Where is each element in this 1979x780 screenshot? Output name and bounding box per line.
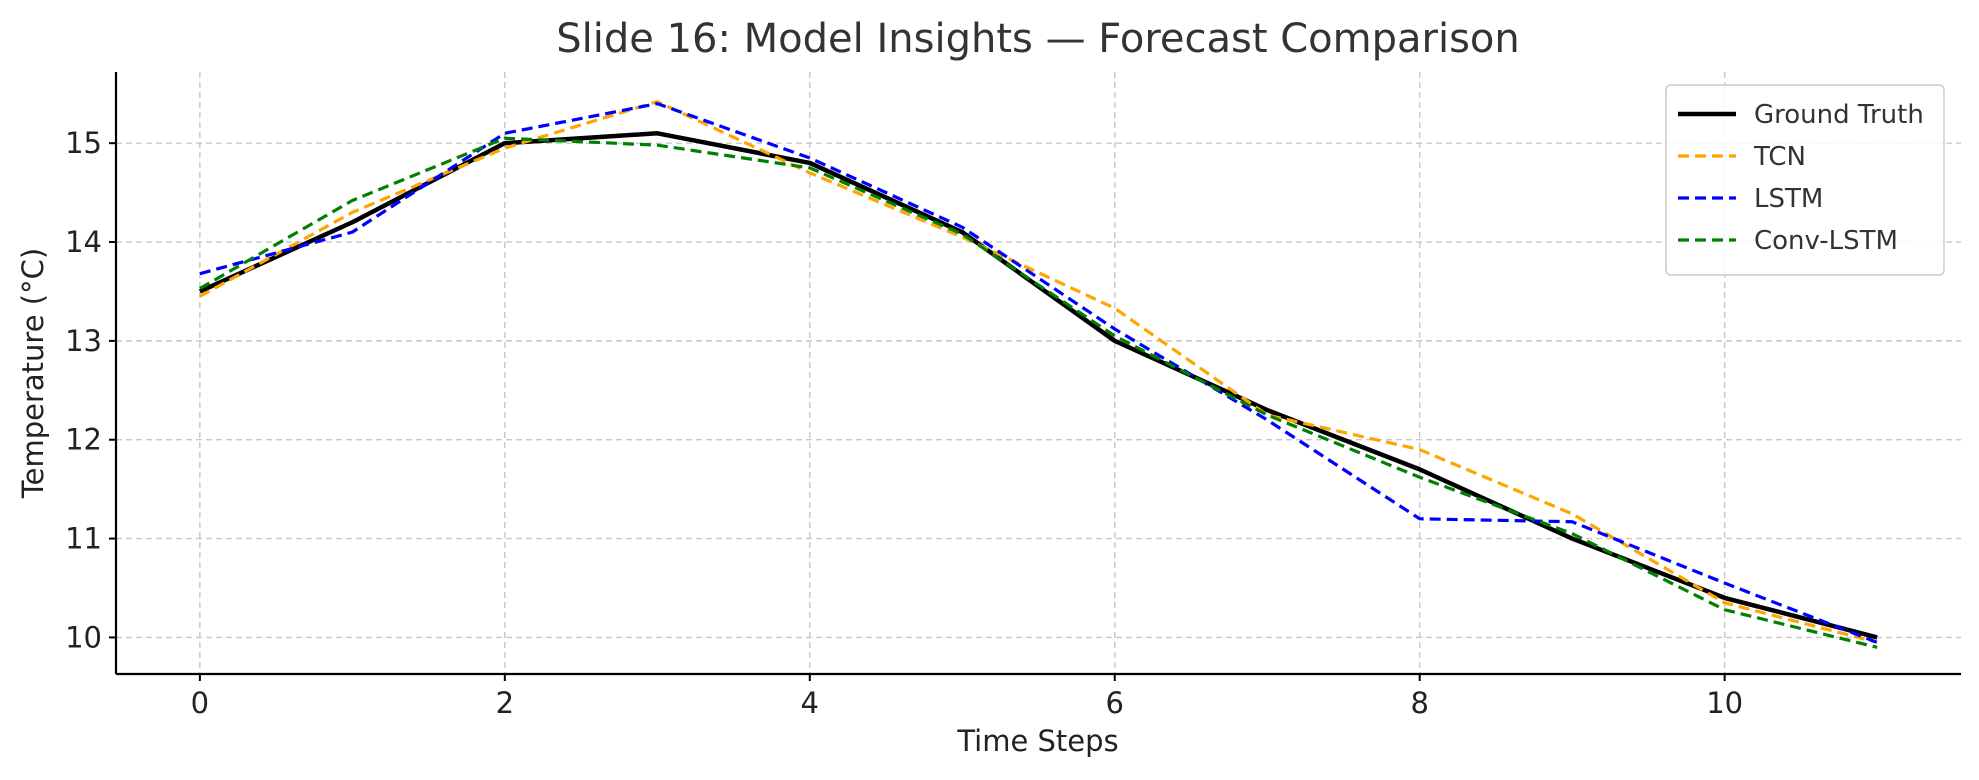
- y-tick-label: 10: [65, 620, 102, 654]
- x-tick-label: 6: [1106, 686, 1124, 720]
- legend-label-tcn: TCN: [1753, 142, 1806, 172]
- series-lines: [198, 100, 1878, 649]
- legend-label-ground-truth: Ground Truth: [1754, 100, 1924, 130]
- series-line-tcn: [199, 100, 1878, 644]
- y-tick-label: 13: [65, 324, 102, 358]
- x-tick-label: 4: [801, 686, 819, 720]
- axes: [114, 72, 1961, 676]
- y-tick-label: 12: [65, 423, 102, 457]
- series-line-conv-lstm: [199, 136, 1878, 649]
- legend-box: [1665, 84, 1945, 276]
- y-tick-label: 11: [65, 522, 102, 556]
- x-tick-label: 8: [1410, 686, 1428, 720]
- y-axis-label: Temperature (°C): [16, 248, 50, 499]
- legend-label-conv-lstm: Conv-LSTM: [1754, 226, 1898, 256]
- tick-labels: 0 2 4 6 8 10 10 11 12 13 14 15: [65, 126, 1743, 720]
- legend-label-lstm: LSTM: [1754, 184, 1823, 214]
- chart-title: Slide 16: Model Insights — Forecast Comp…: [556, 16, 1520, 62]
- x-tick-label: 10: [1706, 686, 1743, 720]
- x-tick-label: 2: [496, 686, 514, 720]
- y-tick-label: 14: [65, 225, 102, 259]
- legend: Ground Truth TCN LSTM Conv-LSTM: [1665, 84, 1945, 276]
- x-tick-label: 0: [191, 686, 209, 720]
- x-axis-label: Time Steps: [956, 724, 1118, 758]
- y-tick-label: 15: [65, 126, 102, 160]
